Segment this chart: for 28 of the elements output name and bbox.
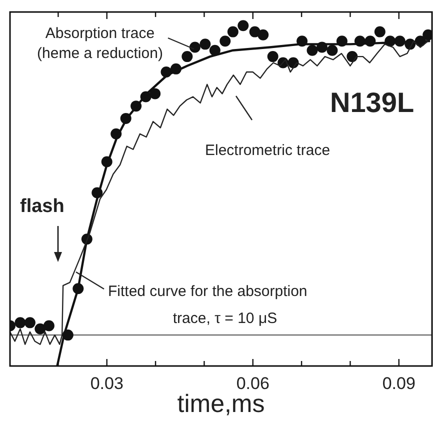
point [374, 26, 386, 38]
annotation: Fitted curve for the absorption [108, 283, 308, 300]
point [189, 42, 200, 53]
annotation: Electrometric trace [205, 142, 330, 159]
point [326, 44, 338, 56]
x-tick-label: 0.03 [90, 374, 124, 393]
point [346, 51, 358, 62]
point [150, 88, 161, 100]
point [258, 29, 269, 40]
point [220, 36, 231, 47]
point [14, 317, 26, 328]
point [182, 51, 193, 62]
annotation: flash [20, 196, 64, 217]
x-axis-title: time,ms [177, 390, 265, 418]
point [200, 38, 211, 50]
annotation: trace, τ = 10 μS [172, 310, 278, 327]
point [227, 26, 238, 38]
point [24, 317, 36, 328]
point [34, 323, 46, 334]
annotation: (heme a reduction) [37, 45, 163, 62]
point [43, 320, 54, 332]
annotation: N139L [330, 87, 414, 118]
x-tick-label: 0.06 [236, 374, 270, 393]
point [238, 20, 249, 32]
annotation: Absorption trace [45, 25, 155, 42]
point [267, 51, 278, 62]
x-tick-label: 0.09 [382, 374, 416, 393]
point [306, 44, 318, 56]
